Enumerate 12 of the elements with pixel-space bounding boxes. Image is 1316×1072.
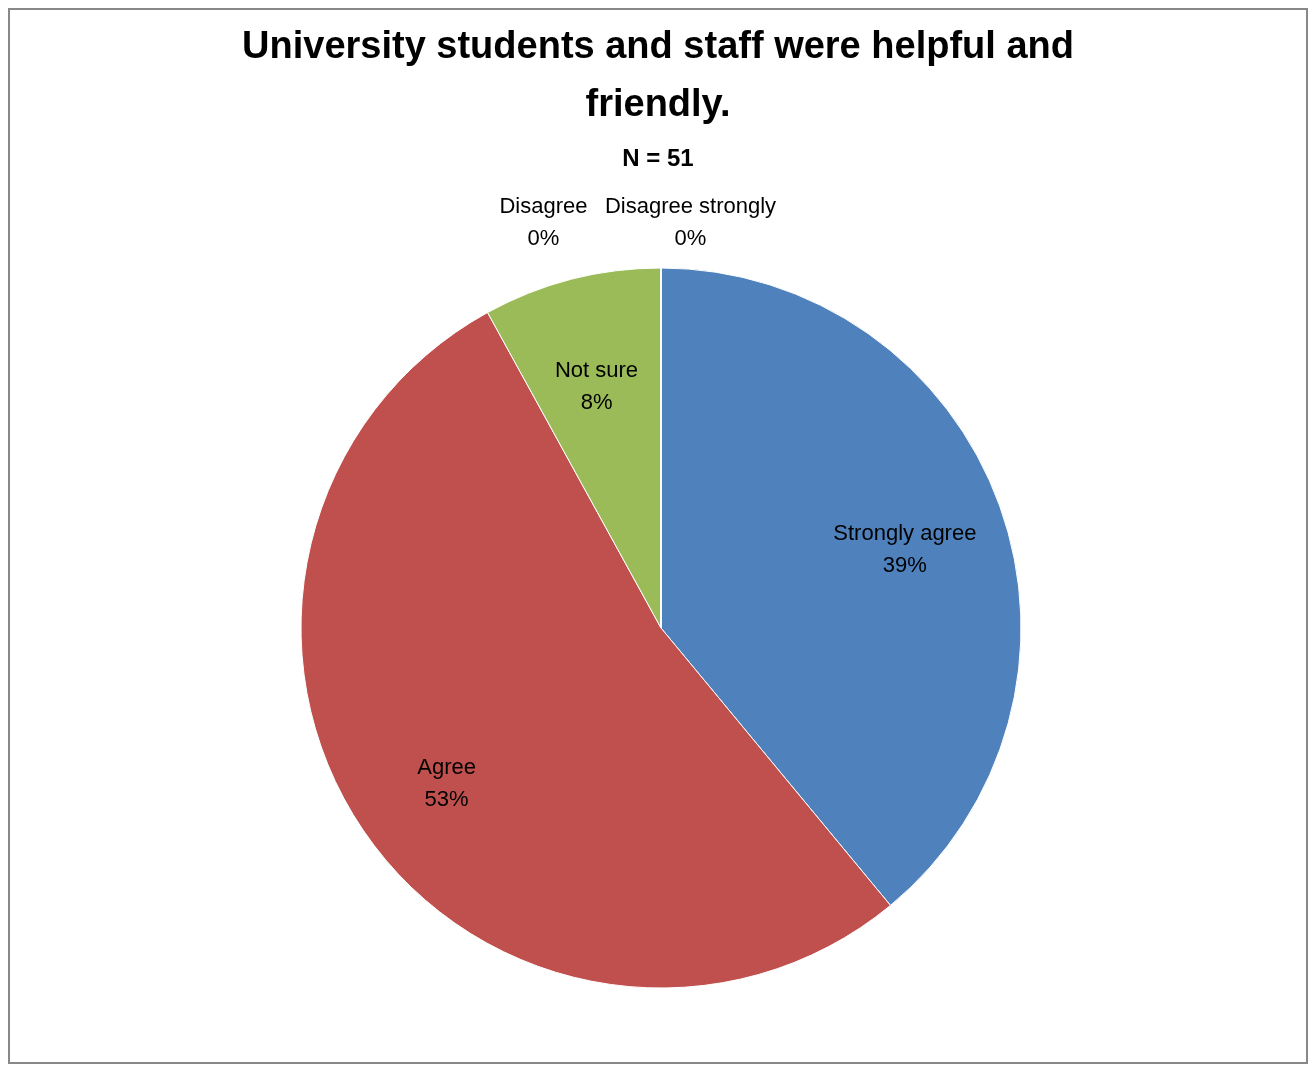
data-label: 39% xyxy=(882,552,927,578)
category-label: Disagree strongly xyxy=(604,193,777,218)
chart-title: University students and staff were helpful and friendly. xyxy=(242,24,1074,124)
text: 0% xyxy=(527,225,560,250)
data-label: 8% xyxy=(580,388,613,414)
chart-subtitle: N = 51 xyxy=(622,144,694,171)
slice-label: Not sure xyxy=(554,356,639,382)
category-label: Disagree xyxy=(499,193,588,218)
slice-label: Agree xyxy=(417,753,476,779)
text: 0% xyxy=(674,225,707,250)
data-label: 53% xyxy=(424,785,469,811)
slice-label: Strongly agree xyxy=(833,520,977,546)
